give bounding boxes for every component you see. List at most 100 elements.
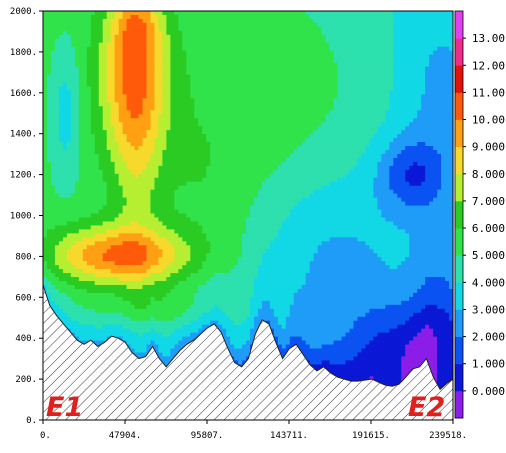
contour-cell: [186, 90, 191, 95]
contour-cell: [234, 181, 239, 187]
contour-cell: [445, 165, 450, 171]
contour-cell: [178, 110, 183, 115]
contour-cell: [445, 46, 450, 52]
contour-cell: [417, 62, 422, 68]
contour-cell: [317, 38, 323, 44]
contour-cell: [413, 126, 418, 131]
contour-cell: [214, 165, 219, 171]
contour-cell: [150, 14, 156, 20]
contour-cell: [357, 157, 363, 163]
contour-cell: [234, 118, 239, 123]
contour-cell: [249, 18, 255, 24]
contour-cell: [349, 157, 355, 163]
contour-cell: [373, 50, 378, 56]
contour-cell: [86, 74, 92, 80]
contour-cell: [429, 114, 434, 119]
contour-cell: [349, 66, 355, 72]
contour-cell: [325, 146, 331, 151]
contour-cell: [130, 66, 136, 72]
contour-cell: [74, 54, 80, 60]
contour-cell: [182, 22, 187, 28]
contour-cell: [421, 134, 426, 139]
contour-cell: [82, 58, 88, 64]
contour-cell: [222, 149, 227, 155]
contour-cell: [110, 18, 116, 24]
contour-cell: [261, 82, 267, 88]
contour-cell: [246, 78, 251, 84]
contour-cell: [337, 157, 343, 163]
contour-cell: [238, 66, 243, 72]
contour-cell: [305, 94, 311, 99]
contour-cell: [142, 86, 148, 92]
contour-cell: [78, 82, 84, 88]
contour-cell: [230, 193, 235, 199]
contour-cell: [110, 30, 116, 36]
contour-cell: [43, 153, 48, 159]
contour-cell: [433, 118, 438, 123]
contour-cell: [425, 14, 430, 20]
contour-cell: [114, 161, 120, 167]
contour-cell: [325, 177, 331, 183]
contour-cell: [365, 42, 371, 48]
contour-cell: [337, 42, 343, 48]
contour-cell: [389, 169, 394, 175]
contour-cell: [401, 130, 406, 135]
contour-cell: [265, 58, 271, 64]
contour-cell: [285, 90, 291, 95]
contour-cell: [441, 134, 446, 139]
contour-cell: [329, 138, 335, 143]
contour-cell: [341, 138, 347, 143]
contour-cell: [309, 193, 315, 199]
contour-cell: [345, 90, 351, 95]
contour-cell: [389, 134, 394, 139]
contour-cell: [138, 173, 144, 179]
contour-cell: [289, 102, 295, 107]
contour-cell: [285, 11, 291, 16]
contour-cell: [361, 42, 367, 48]
contour-cell: [305, 78, 311, 84]
contour-cell: [230, 66, 235, 72]
contour-cell: [58, 90, 64, 95]
contour-cell: [261, 161, 267, 167]
contour-cell: [242, 26, 247, 32]
contour-cell: [138, 62, 144, 68]
contour-cell: [385, 70, 390, 76]
contour-cell: [249, 54, 255, 60]
contour-cell: [253, 197, 259, 203]
contour-cell: [289, 74, 295, 80]
contour-cell: [285, 26, 291, 32]
contour-cell: [50, 165, 56, 171]
contour-cell: [261, 134, 267, 139]
contour-cell: [377, 94, 382, 99]
contour-cell: [305, 62, 311, 68]
contour-cell: [261, 181, 267, 187]
contour-cell: [230, 185, 235, 191]
contour-cell: [106, 18, 112, 24]
contour-cell: [194, 102, 199, 107]
contour-cell: [146, 142, 152, 147]
contour-cell: [62, 181, 68, 187]
contour-cell: [178, 46, 183, 52]
contour-cell: [62, 78, 68, 84]
contour-cell: [210, 165, 215, 171]
contour-cell: [130, 18, 136, 24]
contour-cell: [365, 185, 371, 191]
contour-cell: [110, 62, 116, 68]
contour-cell: [222, 30, 227, 36]
contour-cell: [70, 94, 76, 99]
contour-cell: [413, 94, 418, 99]
contour-cell: [409, 102, 414, 107]
contour-cell: [281, 146, 287, 151]
contour-cell: [122, 82, 128, 88]
contour-cell: [385, 34, 390, 40]
contour-cell: [393, 22, 398, 28]
contour-cell: [206, 42, 211, 48]
contour-cell: [86, 54, 92, 60]
contour-cell: [206, 197, 211, 203]
contour-cell: [118, 197, 124, 203]
contour-cell: [345, 14, 351, 20]
contour-cell: [190, 181, 195, 187]
contour-cell: [106, 62, 112, 68]
contour-cell: [206, 181, 211, 187]
contour-cell: [138, 189, 144, 195]
